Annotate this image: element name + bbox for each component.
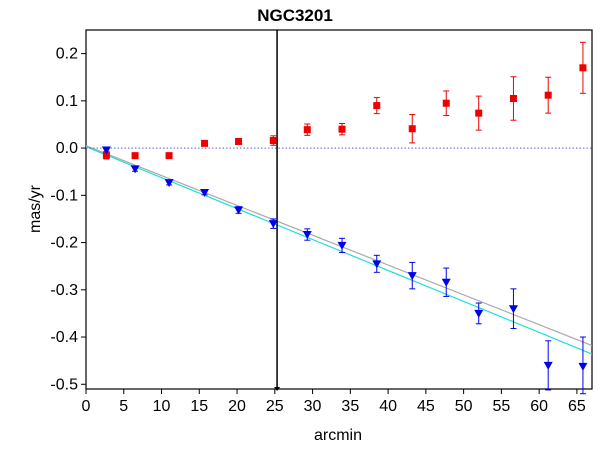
plot-area [85,29,593,390]
data-point-triangle [578,362,588,371]
y-axis-label: mas/yr [27,184,44,233]
data-point-square [579,64,587,72]
data-point-triangle [543,361,553,370]
data-point-triangle [200,188,210,197]
data-point-triangle [101,146,111,155]
data-point-square [408,125,416,133]
y-tick-label: -0.2 [50,235,78,252]
data-point-square [442,99,450,107]
data-point-square [201,139,209,147]
y-tick-label: 0.0 [56,140,78,157]
data-point-triangle [407,272,417,281]
y-tick-label: -0.4 [50,329,78,346]
data-point-square [235,137,243,145]
data-point-square [338,125,346,133]
data-point-square [131,152,139,160]
data-point-square [475,109,483,117]
x-tick-label: 10 [153,398,171,415]
data-point-square [269,137,277,145]
x-tick-label: 0 [82,398,91,415]
x-tick-label: 30 [304,398,322,415]
data-point-triangle [164,179,174,188]
vertical-line-marker [274,387,281,391]
x-tick-label: 55 [492,398,510,415]
data-point-square [509,94,517,102]
x-tick-label: 50 [455,398,473,415]
y-tick-label: 0.1 [56,93,78,110]
data-point-triangle [302,231,312,240]
y-tick-label: 0.2 [56,46,78,63]
y-tick-label: -0.5 [50,376,78,393]
y-tick-label: -0.3 [50,282,78,299]
data-point-square [544,91,552,99]
data-point-triangle [337,241,347,250]
reference-lines [86,30,592,391]
data-point-triangle [474,309,484,318]
x-tick-label: 25 [266,398,284,415]
y-tick-label: -0.1 [50,187,78,204]
x-tick-label: 40 [379,398,397,415]
data-point-square [373,102,381,110]
data-point-triangle [130,165,140,174]
chart-title: NGC3201 [257,6,333,25]
x-tick-label: 20 [228,398,246,415]
data-point-triangle [441,278,451,287]
data-markers [101,64,588,371]
data-point-square [165,152,173,160]
data-point-triangle [372,260,382,269]
x-axis-ticks: 0 5 10 15 20 25 30 35 40 45 50 55 60 65 [82,389,586,415]
data-point-square [102,151,110,159]
x-tick-label: 5 [119,398,128,415]
x-tick-label: 45 [417,398,435,415]
data-point-triangle [234,206,244,215]
x-tick-label: 15 [190,398,208,415]
data-point-triangle [268,220,278,229]
plot-frame [85,29,593,390]
x-axis-label: arcmin [314,427,362,444]
x-tick-label: 65 [568,398,586,415]
x-tick-label: 60 [530,398,548,415]
fit-line-2 [86,146,592,355]
data-point-square [303,126,311,134]
x-tick-label: 35 [341,398,359,415]
data-point-triangle [508,305,518,314]
fit-lines [86,145,592,355]
fit-line-1 [86,145,592,347]
y-axis-ticks: 0.2 0.1 0.0 -0.1 -0.2 -0.3 -0.4 -0.5 [50,46,86,393]
